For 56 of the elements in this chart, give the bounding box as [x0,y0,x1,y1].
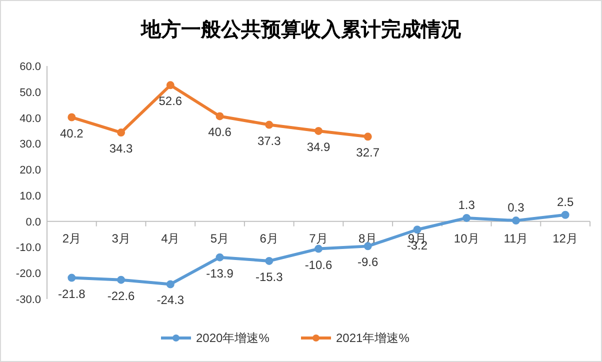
data-label: 2.5 [556,194,574,209]
point [68,113,76,122]
data-label: 32.7 [356,146,380,160]
y-tick-label: 40.0 [20,112,41,125]
point [314,244,322,253]
y-tick-label: -30.0 [16,294,41,306]
y-tick-label: 60.0 [20,61,41,73]
x-tick-label: 5月 [210,231,230,246]
y-tick-label: 30.0 [20,138,41,151]
x-tick-label: 6月 [260,231,278,246]
y-tick-label: -10.0 [16,242,41,254]
point [117,128,126,137]
data-label: 37.3 [257,134,282,148]
point [265,120,274,129]
data-label: 1.3 [458,198,476,212]
chart-title: 地方一般公共预算收入累计完成情况 [140,18,462,41]
data-label: 34.3 [109,142,134,156]
point [462,214,471,222]
point [166,280,174,288]
point [216,112,224,120]
legend-label: 2020年增速% [196,331,270,345]
legend-label: 2021年增速% [336,331,410,345]
point [216,253,224,262]
x-tick-label: 12月 [552,231,578,246]
point [68,274,76,282]
point [117,276,126,284]
y-tick-label: 50.0 [20,86,41,99]
data-label: 40.6 [208,125,232,140]
y-tick-label: 20.0 [20,164,41,177]
x-tick-label: 10月 [454,231,480,246]
y-tick-label: 10.0 [20,190,41,202]
data-label: -24.3 [156,293,184,308]
data-label: -15.3 [255,270,284,284]
point [512,216,520,225]
data-label: 34.9 [306,140,330,154]
data-label: 40.2 [60,126,84,140]
point [364,132,372,141]
x-tick-label: 2月 [62,231,82,246]
data-label: 0.3 [508,200,525,215]
point [314,126,322,135]
x-tick-label: 4月 [161,231,180,246]
data-label: -13.9 [206,266,234,280]
data-label: -9.6 [358,255,379,270]
point [265,256,274,265]
y-tick-label: 0.0 [26,216,41,228]
point [166,81,174,90]
x-tick-label: 3月 [112,231,130,246]
data-label: 52.6 [158,94,182,108]
point [561,210,570,219]
point [413,226,422,234]
data-label: -21.8 [58,286,86,301]
x-tick-label: 7月 [309,231,328,246]
y-tick-label: -20.0 [16,268,41,280]
data-label: -22.6 [107,288,136,303]
x-tick-label: 11月 [504,231,528,246]
data-label: -10.6 [304,258,332,272]
